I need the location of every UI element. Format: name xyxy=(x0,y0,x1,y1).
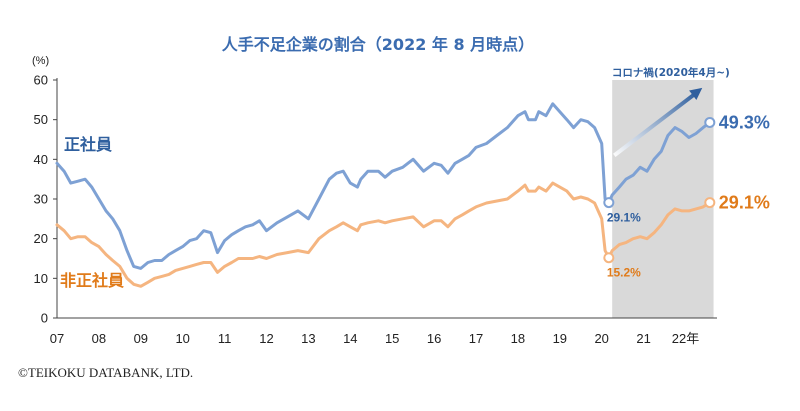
x-tick-label: 20 xyxy=(594,331,608,346)
series-label-nonregular: 非正社員 xyxy=(60,271,124,290)
x-tick-label: 08 xyxy=(92,331,106,346)
x-tick-label: 18 xyxy=(511,331,525,346)
trend-arrowhead xyxy=(689,87,703,100)
series-layer xyxy=(55,102,716,288)
y-axis-unit: (%) xyxy=(32,55,49,67)
y-tick-label: 40 xyxy=(34,152,48,167)
trend-arrow xyxy=(613,91,698,157)
x-tick-label: 21 xyxy=(636,331,650,346)
copyright-credit: ©TEIKOKU DATABANK, LTD. xyxy=(18,365,194,380)
x-tick-label: 09 xyxy=(134,331,148,346)
end-marker-2 xyxy=(704,197,716,209)
series-label-regular: 正社員 xyxy=(64,135,112,154)
series-line-1 xyxy=(55,102,712,270)
end-value-nonregular: 29.1% xyxy=(719,193,770,213)
covid-shaded-region xyxy=(612,80,714,318)
x-tick-label: 17 xyxy=(469,331,483,346)
x-tick-label: 07 xyxy=(50,331,64,346)
end-marker-1 xyxy=(704,116,716,128)
covid-low-marker-1 xyxy=(603,197,615,209)
y-axis: 0 10 20 30 40 50 60 xyxy=(34,73,58,326)
covid-period-label: コロナ禍(2020年4月~) xyxy=(612,66,730,79)
x-tick-label: 11 xyxy=(218,331,232,346)
x-tick-label: 19 xyxy=(553,331,567,346)
covid-low-label-regular: 29.1% xyxy=(607,211,641,225)
y-tick-label: 10 xyxy=(34,271,48,286)
x-tick-label: 13 xyxy=(301,331,315,346)
x-tick-label: 14 xyxy=(343,331,357,346)
x-axis: 07 08 09 10 11 12 13 14 15 16 17 18 19 20 21 22年 xyxy=(50,317,717,346)
x-tick-label: 22年 xyxy=(672,331,699,346)
end-value-regular: 49.3% xyxy=(719,112,770,132)
covid-low-label-nonregular: 15.2% xyxy=(607,266,641,280)
y-tick-label: 30 xyxy=(34,192,48,207)
chart-title: 人手不足企業の割合（2022 年 8 月時点） xyxy=(222,35,534,54)
x-tick-label: 12 xyxy=(259,331,273,346)
y-tick-label: 0 xyxy=(41,311,48,326)
y-tick-label: 60 xyxy=(34,73,48,88)
x-tick-label: 16 xyxy=(427,331,441,346)
covid-low-marker-2 xyxy=(603,252,615,264)
y-tick-label: 50 xyxy=(34,112,48,127)
y-tick-label: 20 xyxy=(34,231,48,246)
x-tick-label: 15 xyxy=(385,331,399,346)
x-tick-label: 10 xyxy=(175,331,189,346)
